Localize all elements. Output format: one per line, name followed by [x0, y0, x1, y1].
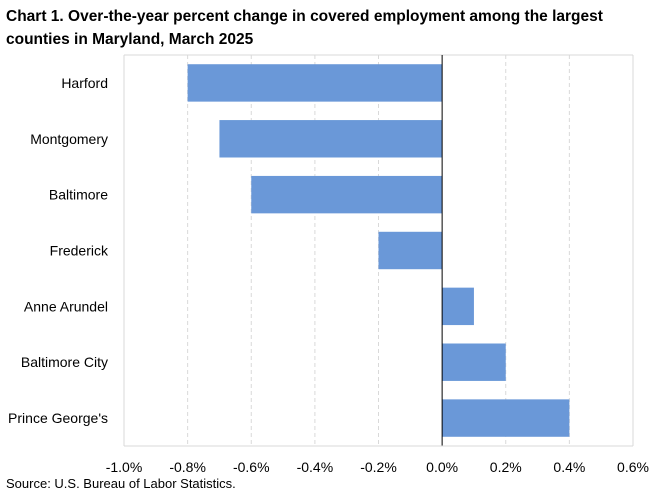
axes [124, 55, 633, 447]
category-label: Montgomery [30, 131, 108, 147]
bar [442, 399, 570, 437]
bar [442, 343, 506, 381]
bars [187, 64, 570, 437]
x-tick-label: -0.4% [297, 459, 334, 475]
x-tick-label: -0.8% [169, 459, 206, 475]
category-label: Harford [61, 75, 108, 91]
x-tick-label: 0.4% [553, 459, 585, 475]
x-tick-label: -0.2% [360, 459, 397, 475]
source-note: Source: U.S. Bureau of Labor Statistics. [6, 476, 236, 491]
bar [378, 231, 443, 270]
bar [187, 64, 443, 102]
category-label: Frederick [50, 243, 109, 259]
x-tick-label: -1.0% [106, 459, 143, 475]
x-tick-label: 0.2% [490, 459, 522, 475]
category-label: Baltimore City [21, 354, 108, 370]
bar [442, 287, 474, 326]
labels: -1.0% -0.8% -0.6% -0.4% -0.2% 0.0% 0.2% 0.4% 0.6… [8, 75, 649, 475]
bar [219, 120, 443, 158]
x-tick-label: -0.6% [233, 459, 270, 475]
x-tick-label: 0.6% [617, 459, 649, 475]
category-label: Anne Arundel [24, 298, 108, 314]
chart-title: Chart 1. Over-the-year percent change in… [6, 8, 603, 48]
bar [251, 175, 443, 214]
category-label: Prince George's [8, 410, 108, 426]
category-label: Baltimore [49, 187, 108, 203]
x-tick-label: 0.0% [426, 459, 458, 475]
